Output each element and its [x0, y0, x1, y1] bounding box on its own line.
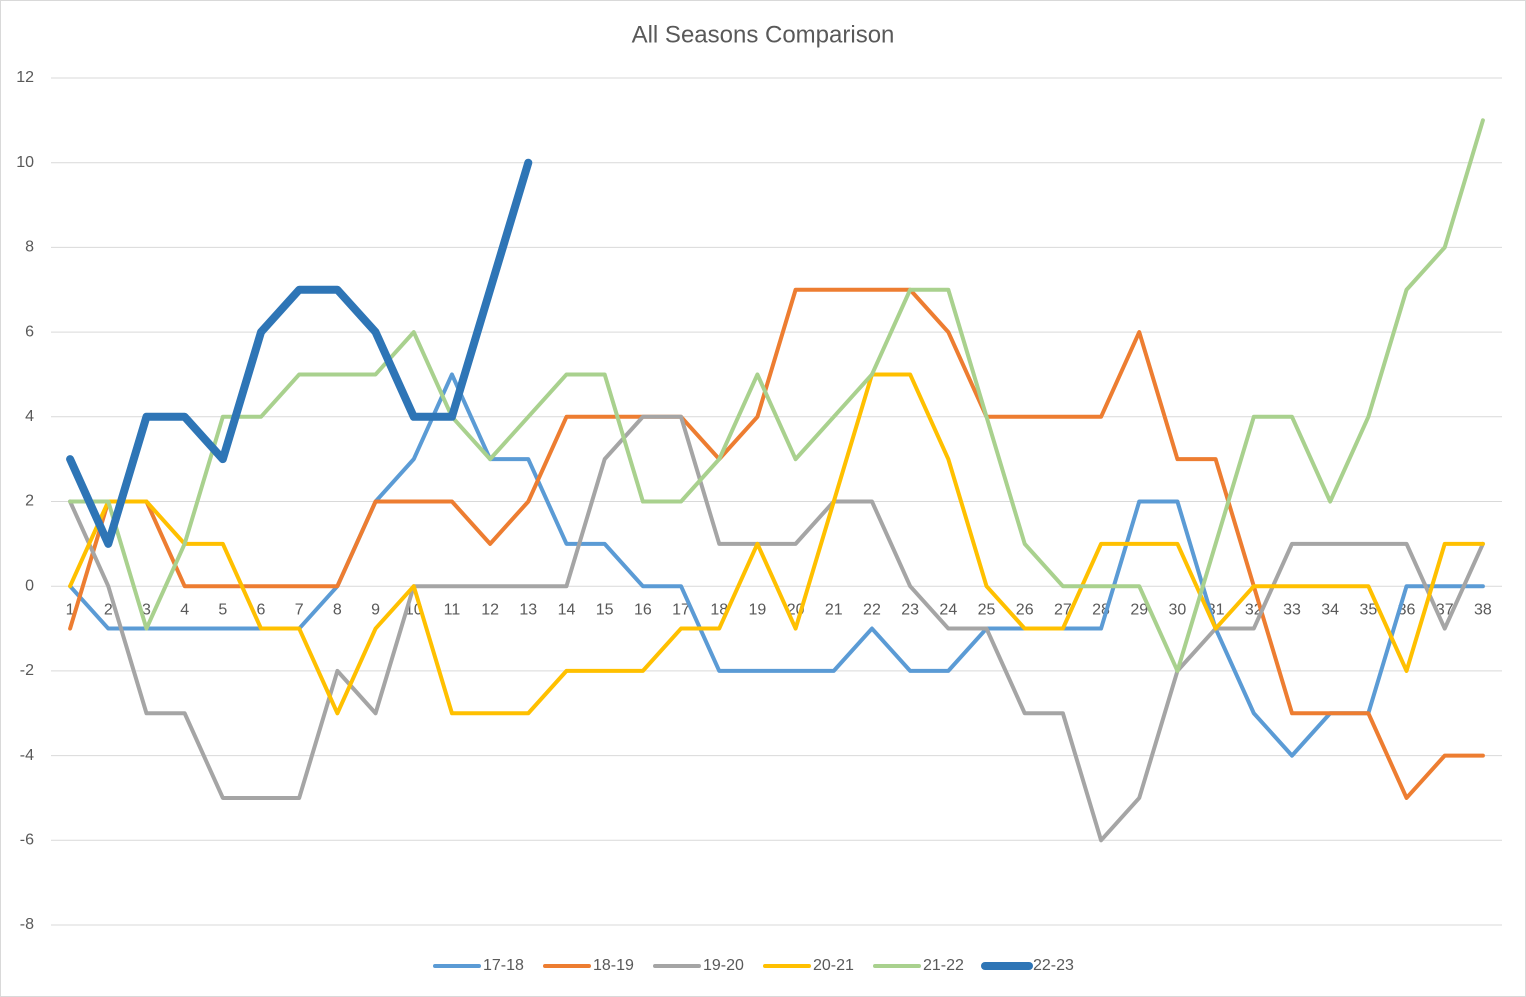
y-tick-label: -4	[20, 747, 34, 764]
series-line	[68, 118, 1485, 673]
x-tick-label: 3	[142, 601, 151, 618]
y-tick-label: -8	[20, 916, 34, 933]
y-tick-label: 10	[16, 154, 34, 171]
legend-label: 19-20	[703, 957, 744, 974]
x-tick-label: 9	[371, 601, 380, 618]
y-tick-label: -2	[20, 662, 34, 679]
x-tick-label: 23	[901, 601, 919, 618]
x-tick-label: 5	[218, 601, 227, 618]
y-tick-label: -6	[20, 832, 34, 849]
x-tick-label: 15	[596, 601, 614, 618]
y-tick-label: 8	[25, 239, 34, 256]
series-line	[66, 158, 533, 548]
legend-label: 21-22	[923, 957, 964, 974]
x-tick-label: 1	[66, 601, 75, 618]
y-tick-label: 4	[25, 408, 34, 425]
legend-label: 22-23	[1033, 957, 1074, 974]
x-tick-label: 11	[444, 601, 461, 618]
x-tick-label: 33	[1283, 601, 1301, 618]
x-tick-label: 2	[104, 601, 113, 618]
x-tick-label: 24	[939, 601, 957, 618]
x-tick-label: 17	[672, 601, 690, 618]
legend-label: 17-18	[483, 957, 524, 974]
series-line	[68, 414, 1485, 843]
x-tick-label: 22	[863, 601, 881, 618]
x-tick-label: 25	[978, 601, 996, 618]
x-tick-label: 38	[1474, 601, 1492, 618]
y-tick-label: 6	[25, 323, 34, 340]
x-tick-label: 30	[1169, 601, 1187, 618]
y-tick-label: 2	[25, 493, 34, 510]
series-line	[68, 372, 1485, 716]
x-tick-label: 16	[634, 601, 652, 618]
x-tick-label: 14	[558, 601, 576, 618]
x-tick-label: 21	[825, 601, 843, 618]
x-tick-label: 7	[295, 601, 304, 618]
x-tick-label: 12	[481, 601, 499, 618]
series-line	[68, 372, 1485, 758]
chart-title: All Seasons Comparison	[632, 21, 895, 48]
y-tick-label: 12	[16, 69, 34, 86]
x-tick-label: 8	[333, 601, 342, 618]
x-tick-label: 26	[1016, 601, 1034, 618]
series-line	[68, 287, 1485, 800]
legend-label: 20-21	[813, 957, 854, 974]
x-tick-label: 35	[1359, 601, 1377, 618]
x-tick-label: 6	[257, 601, 266, 618]
x-tick-label: 4	[180, 601, 189, 618]
legend-label: 18-19	[593, 957, 634, 974]
x-tick-label: 34	[1321, 601, 1339, 618]
x-tick-label: 13	[519, 601, 537, 618]
x-tick-label: 29	[1130, 601, 1148, 618]
x-tick-label: 19	[749, 601, 767, 618]
y-tick-label: 0	[25, 577, 34, 594]
